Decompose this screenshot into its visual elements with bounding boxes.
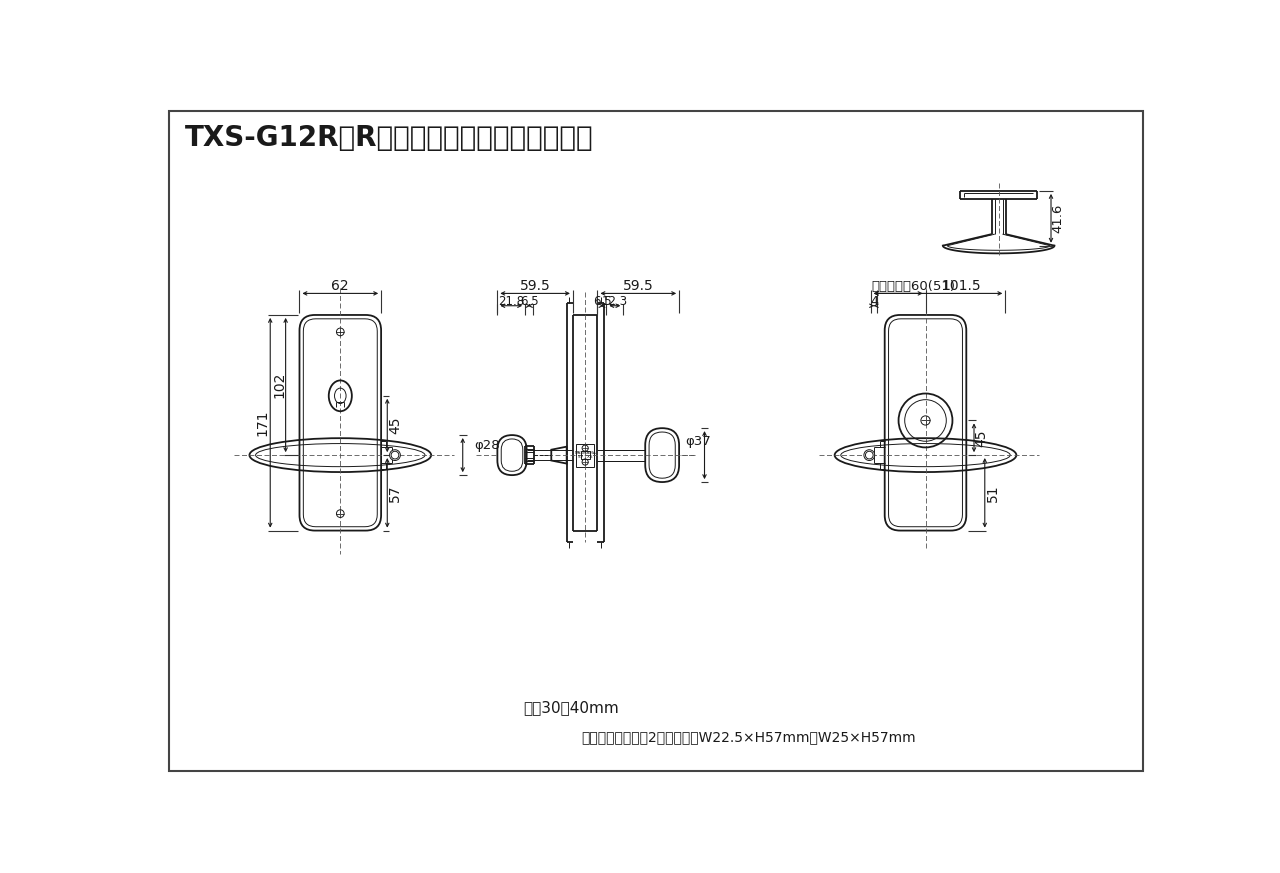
Text: 101.5: 101.5 bbox=[941, 279, 980, 293]
Text: 12.3: 12.3 bbox=[602, 294, 628, 307]
Text: 41.6: 41.6 bbox=[1051, 203, 1065, 233]
Text: 6.5: 6.5 bbox=[593, 294, 612, 307]
Text: 6.5: 6.5 bbox=[520, 294, 539, 307]
Text: 57: 57 bbox=[388, 485, 402, 502]
Text: 59.5: 59.5 bbox=[520, 279, 550, 293]
Bar bbox=[581, 451, 590, 459]
Text: バックセド60(51): バックセド60(51) bbox=[872, 280, 956, 293]
Text: φ28: φ28 bbox=[475, 438, 500, 451]
Circle shape bbox=[392, 451, 399, 459]
Text: φ37: φ37 bbox=[685, 435, 710, 448]
Text: 錠のフロント板（2枚入り）：W22.5×H57mm、W25×H57mm: 錠のフロント板（2枚入り）：W22.5×H57mm、W25×H57mm bbox=[581, 730, 915, 744]
Circle shape bbox=[389, 450, 401, 460]
Text: 171: 171 bbox=[256, 409, 270, 436]
Text: 59.5: 59.5 bbox=[623, 279, 654, 293]
Text: 62: 62 bbox=[332, 279, 349, 293]
Text: 21.8: 21.8 bbox=[498, 294, 525, 307]
Circle shape bbox=[864, 450, 874, 460]
Text: 45: 45 bbox=[974, 429, 988, 446]
Text: 扈厔30～40mm: 扈厔30～40mm bbox=[524, 700, 620, 715]
Circle shape bbox=[865, 451, 873, 459]
Text: 51: 51 bbox=[986, 484, 1000, 502]
Text: TXS-G12R（R座　シリンダー付間仕切錢）: TXS-G12R（R座 シリンダー付間仕切錢） bbox=[184, 124, 594, 152]
Text: 4: 4 bbox=[870, 294, 878, 307]
Text: 102: 102 bbox=[273, 372, 287, 398]
Text: 45: 45 bbox=[388, 416, 402, 434]
Text: MASMAMA: MASMAMA bbox=[575, 450, 596, 455]
Bar bbox=[576, 443, 594, 467]
Text: S7 TXS: S7 TXS bbox=[577, 456, 593, 459]
